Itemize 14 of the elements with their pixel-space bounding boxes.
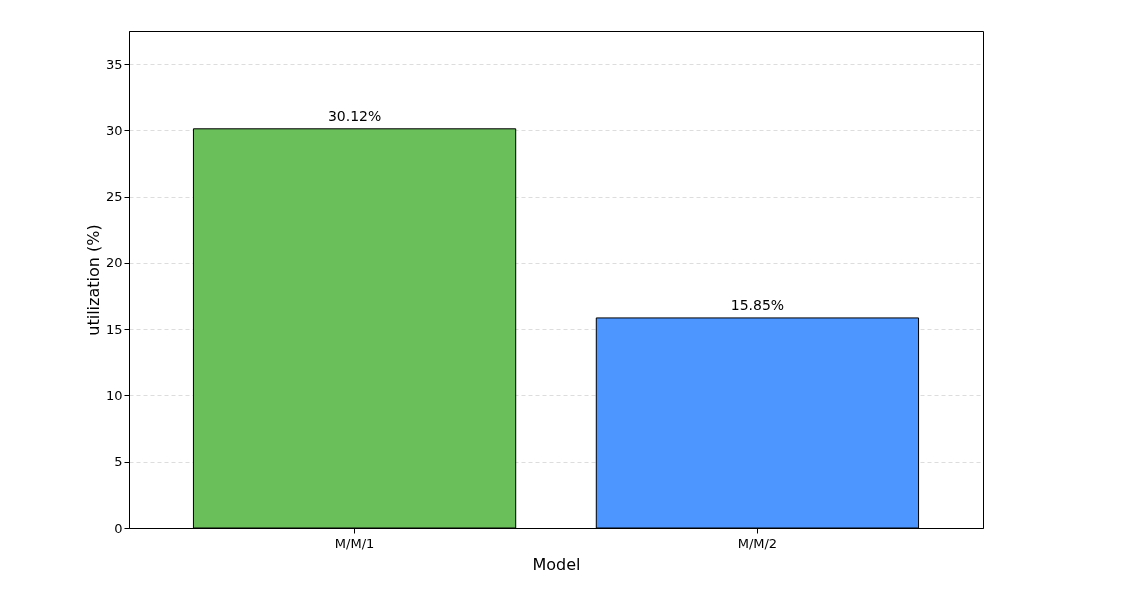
y-tick-label: 25 bbox=[105, 189, 123, 205]
y-axis-title: utilization (%) bbox=[83, 224, 103, 336]
x-tick-label: M/M/2 bbox=[737, 535, 778, 551]
y-tick-label: 35 bbox=[105, 56, 123, 72]
x-tick-label: M/M/1 bbox=[334, 535, 375, 551]
y-tick-label: 0 bbox=[114, 520, 123, 536]
y-tick-label: 5 bbox=[114, 454, 123, 470]
data-label: 15.85% bbox=[730, 296, 785, 313]
y-tick-label: 30 bbox=[105, 122, 123, 138]
x-axis-title: Model bbox=[532, 554, 581, 574]
y-tick-label: 10 bbox=[105, 387, 123, 403]
y-tick-label: 15 bbox=[105, 321, 123, 337]
y-tick-label: 20 bbox=[105, 255, 123, 271]
data-label: 30.12% bbox=[327, 107, 382, 124]
